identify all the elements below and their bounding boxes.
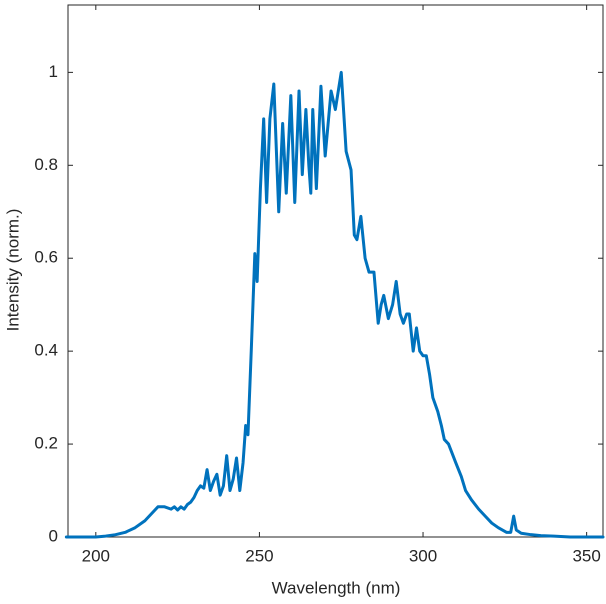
plot-frame	[67, 4, 604, 538]
y-tick-label: 1	[49, 62, 58, 81]
y-tick-label: 0	[49, 526, 58, 545]
x-tick-label: 350	[572, 546, 600, 565]
y-tick-label: 0.2	[34, 434, 58, 453]
y-tick-label: 0.8	[34, 155, 58, 174]
x-tick-label: 200	[82, 546, 110, 565]
x-tick-label: 250	[245, 546, 273, 565]
x-axis-label: Wavelength (nm)	[272, 578, 401, 597]
y-tick-label: 0.4	[34, 341, 58, 360]
x-tick-label: 300	[409, 546, 437, 565]
y-tick-label: 0.6	[34, 248, 58, 267]
spectrum-line	[64, 70, 605, 539]
y-axis-label: Intensity (norm.)	[3, 209, 22, 332]
